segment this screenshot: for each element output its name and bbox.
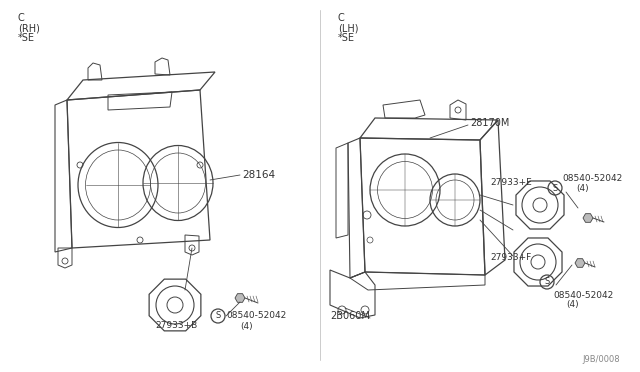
Text: (RH): (RH) (18, 23, 40, 33)
Text: 08540-52042: 08540-52042 (553, 291, 613, 299)
Polygon shape (575, 259, 585, 267)
Text: (LH): (LH) (338, 23, 358, 33)
Polygon shape (235, 294, 245, 302)
Text: *SE: *SE (338, 33, 355, 43)
Text: *SE: *SE (18, 33, 35, 43)
Text: 27933+E: 27933+E (490, 177, 532, 186)
Text: C: C (18, 13, 25, 23)
Text: S: S (552, 183, 557, 192)
Polygon shape (583, 214, 593, 222)
Text: 28170M: 28170M (470, 118, 509, 128)
Text: S: S (216, 311, 221, 321)
Text: 2B060M: 2B060M (330, 311, 370, 321)
Text: J9B/0008: J9B/0008 (582, 356, 620, 365)
Text: 28164: 28164 (242, 170, 275, 180)
Text: C: C (338, 13, 345, 23)
Text: 08540-52042: 08540-52042 (226, 311, 286, 321)
Text: 27933+B: 27933+B (155, 321, 197, 330)
Text: (4): (4) (576, 183, 589, 192)
Text: (4): (4) (566, 301, 579, 310)
Text: 08540-52042: 08540-52042 (562, 173, 622, 183)
Text: S: S (545, 278, 550, 286)
Text: 27933+F: 27933+F (490, 253, 531, 263)
Text: (4): (4) (240, 323, 253, 331)
